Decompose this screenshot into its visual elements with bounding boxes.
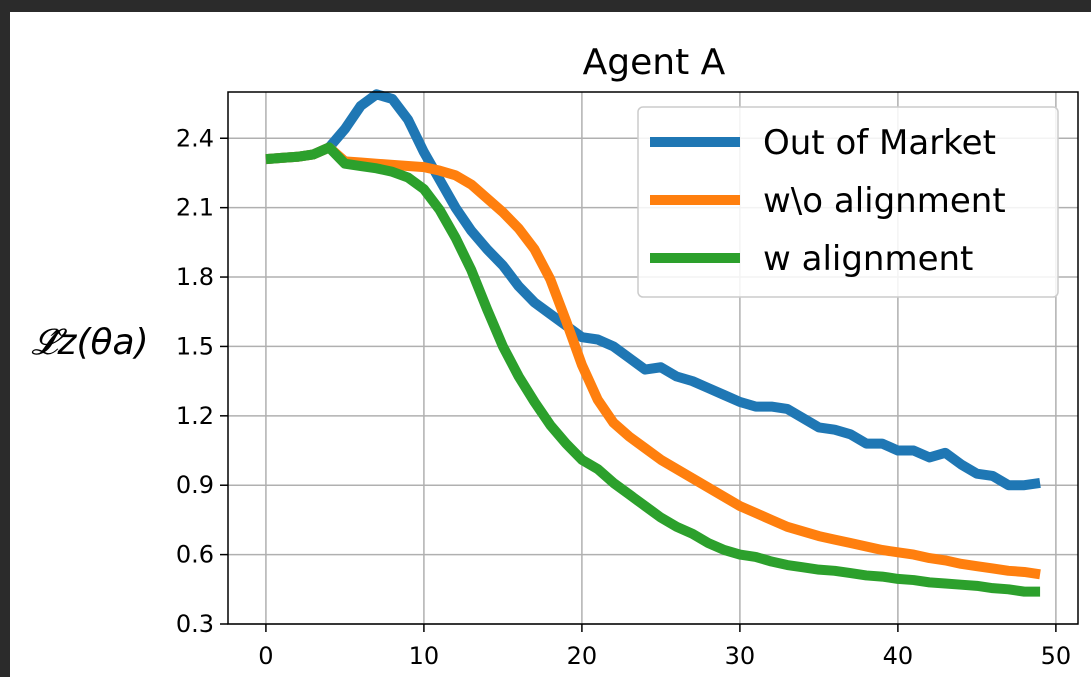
- y-tick-label: 0.3: [176, 610, 214, 638]
- x-tick-label: 0: [258, 642, 273, 670]
- x-tick-label: 10: [409, 642, 440, 670]
- series-line-1: [265, 142, 1041, 580]
- y-tick-label: 2.1: [176, 194, 214, 222]
- chart-frame: Agent A 𝓛̂z(θa) 0 10 20 30 40 50 0.3 0.6 0.9 1.2 1…: [10, 12, 1091, 677]
- legend-box: [637, 106, 1059, 298]
- y-tick-label: 1.8: [176, 263, 214, 291]
- legend-label: w\o alignment: [763, 181, 1006, 221]
- line-chart: Agent A 𝓛̂z(θa) 0 10 20 30 40 50 0.3 0.6 0.9 1.2 1…: [31, 42, 1079, 670]
- y-tick-label: 1.2: [176, 402, 214, 430]
- axis-ticks: 0 10 20 30 40 50 0.3 0.6 0.9 1.2 1.5 1.8 2.1 2.4: [176, 124, 1071, 670]
- x-tick-label: 30: [725, 642, 756, 670]
- plot-area-frame: [227, 91, 1079, 625]
- x-tick-label: 50: [1041, 642, 1072, 670]
- legend-label: Out of Market: [763, 123, 996, 163]
- y-tick-label: 1.5: [176, 332, 214, 360]
- chart-title: Agent A: [583, 42, 726, 83]
- legend: Out of Market w\o alignment w alignment: [637, 106, 1059, 298]
- series-layer: [265, 89, 1041, 597]
- series-line-2: [265, 142, 1041, 597]
- legend-label: w alignment: [763, 239, 973, 279]
- y-axis-label: 𝓛̂z(θa): [31, 322, 148, 363]
- y-tick-label: 0.9: [176, 471, 214, 499]
- y-tick-label: 0.6: [176, 541, 214, 569]
- x-tick-label: 40: [883, 642, 914, 670]
- x-tick-label: 20: [567, 642, 598, 670]
- y-tick-label: 2.4: [176, 124, 214, 152]
- series-line-0: [265, 89, 1041, 491]
